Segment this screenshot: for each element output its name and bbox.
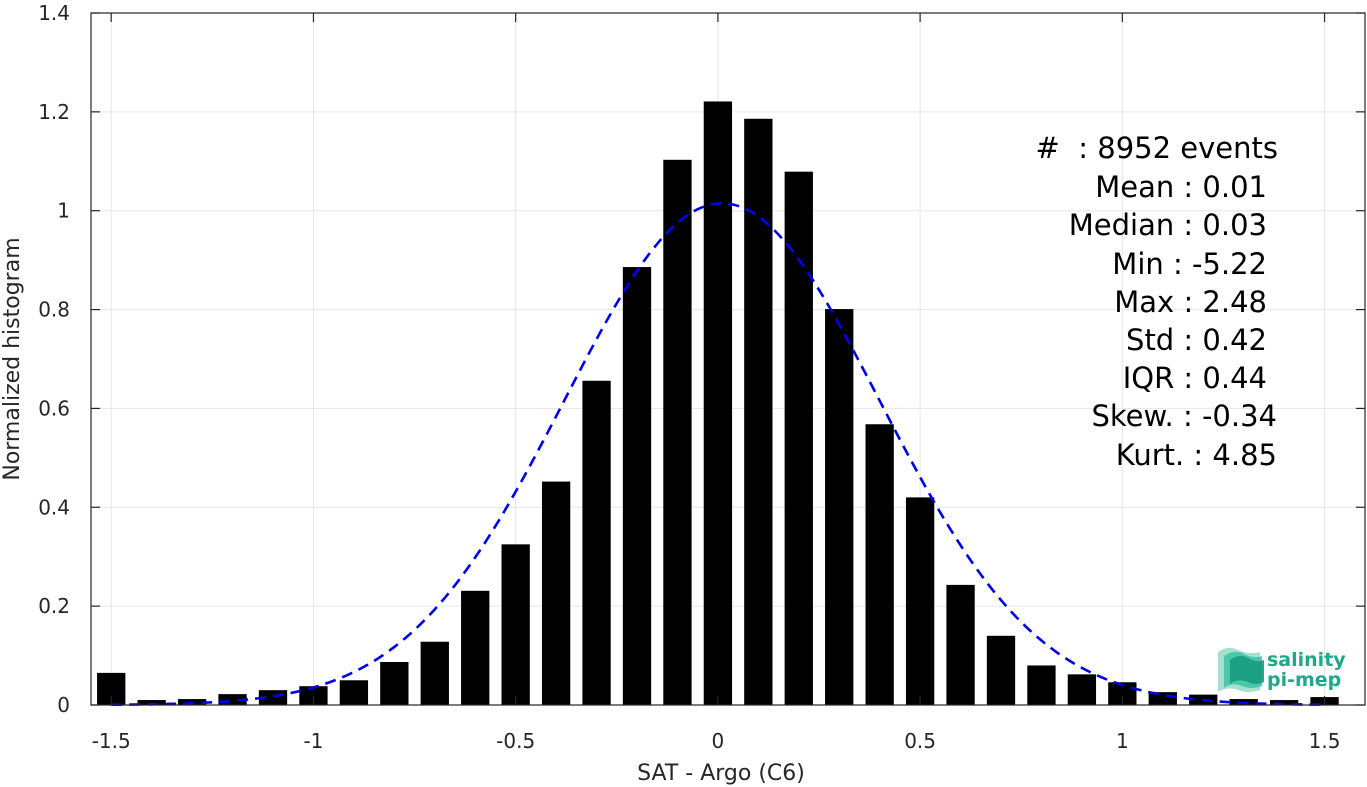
stat-skew: Skew. : -0.34: [1091, 399, 1277, 433]
histogram-bar: [744, 118, 773, 705]
x-tick-label: -1: [303, 729, 323, 753]
wave-mark-icon: [1218, 647, 1264, 692]
x-tick-label: 1.5: [1309, 729, 1341, 753]
stat-max: Max : 2.48: [1114, 285, 1267, 319]
histogram-bar: [501, 544, 530, 705]
logo-text-pimep: pi-mep: [1267, 669, 1341, 691]
histogram-bar: [582, 380, 611, 705]
statistics-box: # : 8952 events Mean : 0.01 Median : 0.0…: [1036, 131, 1278, 472]
histogram-bar: [1067, 674, 1097, 705]
y-axis-ticks: 0 0.2 0.4 0.6 0.8 1 1.2 1.4: [38, 1, 1365, 717]
y-tick-label: 0.6: [38, 396, 70, 420]
y-tick-label: 0.2: [38, 594, 70, 618]
histogram-bar: [825, 309, 854, 705]
histogram-bar: [622, 267, 652, 705]
x-tick-label: 1: [1116, 729, 1129, 753]
histogram-bar: [946, 584, 975, 705]
stat-iqr: IQR : 0.44: [1123, 361, 1267, 395]
histogram-bar: [541, 481, 571, 705]
histogram-bar: [703, 101, 733, 705]
y-tick-label: 0: [57, 693, 70, 717]
gaussian-fit-curve: [111, 201, 1325, 707]
histogram-bar: [137, 700, 166, 705]
histogram-bar: [865, 424, 894, 705]
histogram-bar: [663, 159, 692, 705]
x-tick-label: 0.5: [904, 729, 936, 753]
stat-median: Median : 0.03: [1069, 208, 1267, 242]
histogram-bar: [1108, 682, 1137, 705]
histogram-bar: [1027, 665, 1056, 705]
y-axis-label: Normalized histogram: [0, 237, 25, 480]
stat-min: Min : -5.22: [1112, 247, 1267, 281]
histogram-bar: [420, 641, 449, 705]
plot-frame: [90, 12, 1366, 706]
x-axis-label: SAT - Argo (C6): [637, 761, 805, 786]
x-tick-label: 0: [712, 729, 725, 753]
x-tick-label: -0.5: [496, 729, 535, 753]
salinity-pimep-logo: salinity pi-mep: [1218, 647, 1346, 692]
y-tick-label: 0.4: [38, 495, 70, 519]
histogram-bar: [218, 694, 247, 705]
histogram-bar: [461, 590, 490, 705]
plot-axes: [90, 12, 1366, 706]
y-tick-label: 1.2: [38, 100, 70, 124]
y-tick-label: 1: [57, 199, 70, 223]
histogram-bar: [380, 661, 409, 705]
x-axis-ticks: -1.5 -1 -0.5 0 0.5 1 1.5: [92, 13, 1341, 753]
histogram-bars: [97, 101, 1339, 705]
stat-count: # : 8952 events: [1036, 131, 1278, 165]
stat-std: Std : 0.42: [1126, 323, 1267, 357]
histogram-bar: [1269, 700, 1299, 705]
stat-kurt: Kurt. : 4.85: [1116, 438, 1277, 472]
histogram-bar: [905, 497, 935, 705]
histogram-bar: [986, 635, 1016, 705]
histogram-bar: [299, 686, 328, 705]
histogram-bar: [784, 171, 813, 705]
y-tick-label: 1.4: [38, 1, 70, 25]
logo-text-salinity: salinity: [1267, 649, 1346, 671]
stat-mean: Mean : 0.01: [1095, 170, 1267, 204]
histogram-bar: [339, 680, 369, 705]
y-tick-label: 0.8: [38, 298, 70, 322]
x-tick-label: -1.5: [92, 729, 131, 753]
